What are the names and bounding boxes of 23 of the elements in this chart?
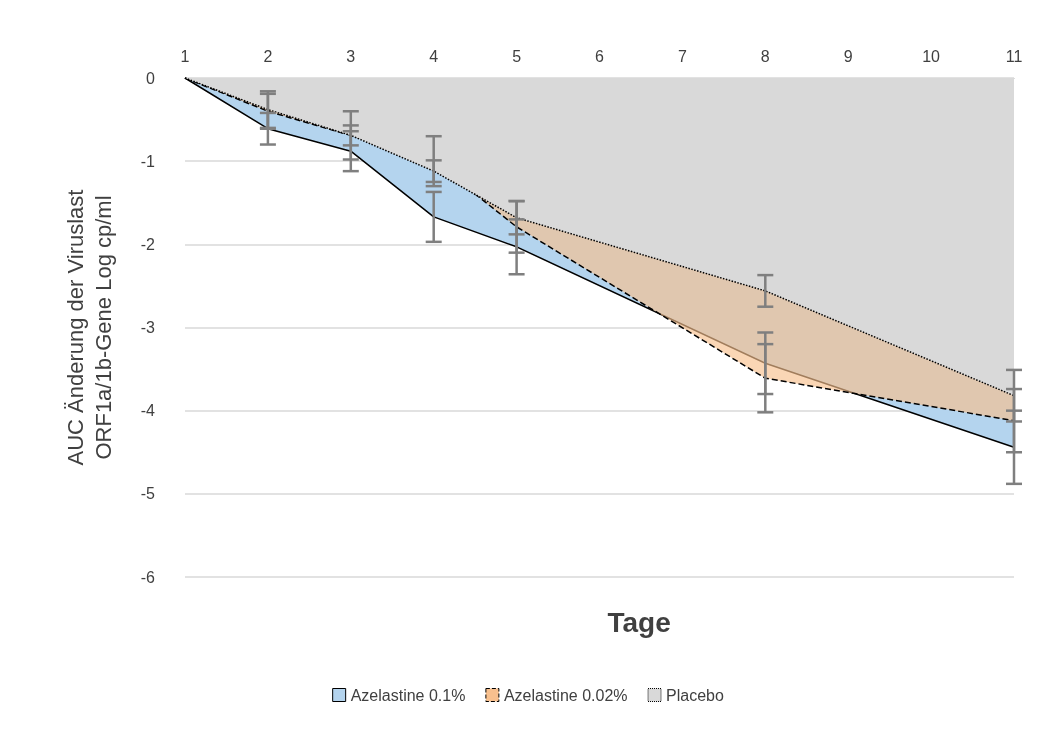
x-tick-label: 2 <box>263 47 273 65</box>
y-tick-label: -3 <box>140 319 156 336</box>
x-tick-label: 10 <box>922 47 941 65</box>
y-tick-label: 0 <box>146 69 156 87</box>
y-tick-label: -5 <box>140 485 156 503</box>
y-axis-title: AUC Änderung der Viruslast ORF1a/1b-Gene Log cp/ml <box>62 189 116 466</box>
x-tick-label: 6 <box>595 47 605 65</box>
x-tick-label: 3 <box>346 47 356 65</box>
x-tick-label: 5 <box>512 47 522 65</box>
y-tick-label: -1 <box>140 152 156 170</box>
x-tick-label: 9 <box>843 47 853 65</box>
y-tick-label: -4 <box>140 402 156 420</box>
x-tick-label: 1 <box>180 47 190 65</box>
x-tick-label: 7 <box>677 47 687 65</box>
legend-label: Placebo <box>666 686 724 704</box>
x-tick-label: 4 <box>429 47 439 65</box>
legend-label: Azelastine 0.02% <box>503 686 628 704</box>
y-tick-label: -6 <box>140 568 156 586</box>
legend-label: Azelastine 0.1% <box>350 686 466 704</box>
y-tick-label: -2 <box>140 235 156 253</box>
x-axis-title: Tage <box>607 606 671 638</box>
x-tick-label: 8 <box>760 47 770 65</box>
x-tick-label: 11 <box>1005 47 1023 65</box>
